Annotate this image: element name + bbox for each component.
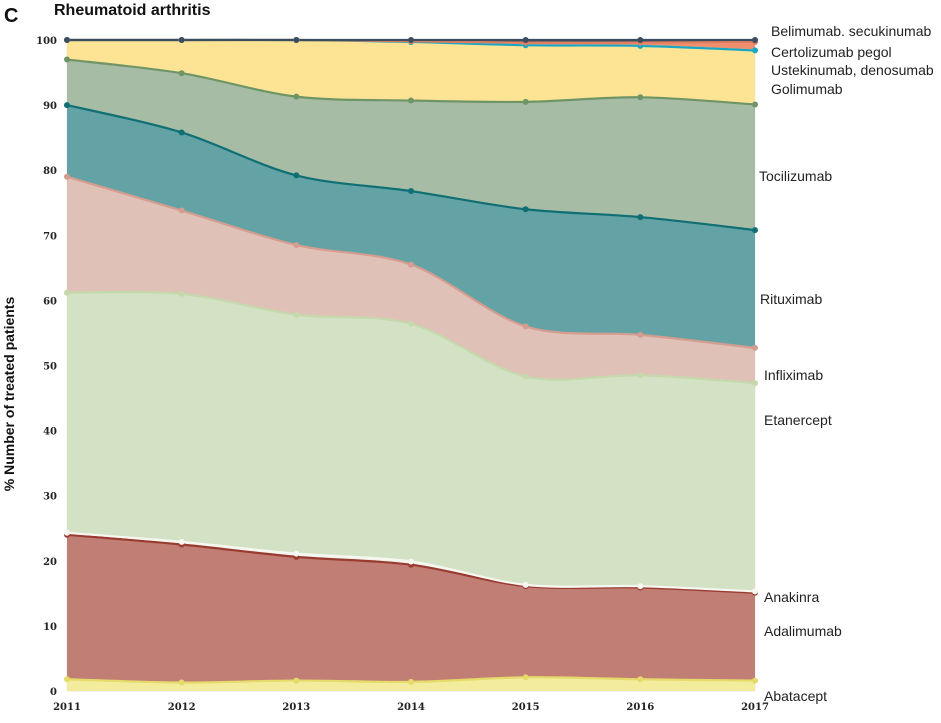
point-belimumab-secukinumab-2015 xyxy=(522,37,529,43)
point-ustekinumab-denosumab-2017 xyxy=(752,47,758,54)
point-tocilizumab-2014 xyxy=(408,97,414,104)
point-rituximab-2012 xyxy=(178,129,185,136)
y-tick-100: 100 xyxy=(36,36,57,47)
point-anakinra-2013 xyxy=(293,550,300,557)
point-tocilizumab-2017 xyxy=(752,101,758,108)
point-tocilizumab-2011 xyxy=(64,56,70,63)
y-tick-0: 0 xyxy=(50,687,57,698)
series-label-etanercept: Etanercept xyxy=(764,412,832,428)
point-anakinra-2017 xyxy=(752,588,758,595)
area-golimumab xyxy=(67,39,755,105)
series-label-tocilizumab: Tocilizumab xyxy=(759,168,832,184)
point-belimumab-secukinumab-2014 xyxy=(408,37,414,43)
y-tick-20: 20 xyxy=(43,557,57,568)
y-tick-30: 30 xyxy=(43,492,57,503)
area-tocilizumab xyxy=(67,59,755,231)
area-etanercept xyxy=(67,291,755,592)
point-tocilizumab-2015 xyxy=(522,98,529,105)
y-tick-labels: 0 10 20 30 40 50 60 70 80 90 100 xyxy=(36,36,57,698)
point-anakinra-2012 xyxy=(178,538,185,545)
point-etanercept-2016 xyxy=(637,372,644,379)
point-belimumab-secukinumab-2013 xyxy=(293,37,300,43)
point-rituximab-2016 xyxy=(637,214,644,221)
point-infliximab-2017 xyxy=(752,344,758,351)
y-tick-90: 90 xyxy=(43,101,57,112)
series-label-infliximab: Infliximab xyxy=(764,367,823,383)
point-infliximab-2016 xyxy=(637,331,644,338)
x-tick-2015: 2015 xyxy=(512,702,540,713)
point-etanercept-2017 xyxy=(752,380,758,387)
point-abatacept-2012 xyxy=(178,679,185,686)
point-anakinra-2011 xyxy=(64,529,70,536)
point-tocilizumab-2012 xyxy=(178,70,185,77)
point-etanercept-2013 xyxy=(293,311,300,318)
point-infliximab-2012 xyxy=(178,207,185,214)
y-tick-40: 40 xyxy=(43,427,57,438)
point-infliximab-2013 xyxy=(293,242,300,249)
area-layers xyxy=(67,39,755,691)
series-label-anakinra: Anakinra xyxy=(764,589,819,605)
point-abatacept-2011 xyxy=(64,676,70,683)
x-tick-2017: 2017 xyxy=(741,702,769,713)
point-tocilizumab-2016 xyxy=(637,94,644,101)
point-tocilizumab-2013 xyxy=(293,93,300,100)
x-tick-2014: 2014 xyxy=(397,702,425,713)
chart-title: Rheumatoid arthritis xyxy=(54,2,211,19)
point-infliximab-2011 xyxy=(64,173,70,180)
area-adalimumab xyxy=(67,534,755,683)
point-abatacept-2016 xyxy=(637,676,644,683)
y-tick-70: 70 xyxy=(43,231,57,242)
point-belimumab-secukinumab-2016 xyxy=(637,37,644,43)
point-belimumab-secukinumab-2012 xyxy=(178,37,185,43)
series-label-golimumab: Golimumab xyxy=(771,81,843,97)
point-rituximab-2013 xyxy=(293,172,300,179)
area-infliximab xyxy=(67,176,755,384)
y-axis-label: % Number of treated patients xyxy=(1,297,17,492)
point-anakinra-2014 xyxy=(408,558,414,565)
area-rituximab xyxy=(67,105,755,348)
point-etanercept-2014 xyxy=(408,320,414,327)
series-label-ustekinumab: Ustekinumab, denosumab xyxy=(771,62,934,78)
y-tick-80: 80 xyxy=(43,166,57,177)
point-rituximab-2011 xyxy=(64,102,70,109)
x-tick-labels: 2011 2012 2013 2014 2015 2016 2017 xyxy=(53,702,769,713)
x-tick-2011: 2011 xyxy=(53,702,81,713)
series-label-belimumab: Belimumab. secukinumab xyxy=(771,23,932,39)
point-anakinra-2015 xyxy=(522,581,529,588)
point-abatacept-2017 xyxy=(752,677,758,684)
point-etanercept-2015 xyxy=(522,373,529,380)
point-infliximab-2015 xyxy=(522,323,529,330)
x-tick-2016: 2016 xyxy=(626,702,654,713)
point-abatacept-2013 xyxy=(293,677,300,684)
series-label-abatacept: Abatacept xyxy=(764,688,827,704)
series-label-adalimumab: Adalimumab xyxy=(764,623,842,639)
point-infliximab-2014 xyxy=(408,261,414,268)
series-label-rituximab: Rituximab xyxy=(760,291,822,307)
x-tick-2013: 2013 xyxy=(282,702,310,713)
panel-label: C xyxy=(4,5,18,27)
point-etanercept-2011 xyxy=(64,289,70,296)
x-tick-2012: 2012 xyxy=(168,702,196,713)
series-points xyxy=(64,37,758,686)
point-abatacept-2014 xyxy=(408,678,414,685)
point-abatacept-2015 xyxy=(522,674,529,681)
y-tick-60: 60 xyxy=(43,296,57,307)
point-etanercept-2012 xyxy=(178,290,185,297)
y-tick-10: 10 xyxy=(43,622,57,633)
point-rituximab-2015 xyxy=(522,206,529,213)
point-belimumab-secukinumab-2017 xyxy=(752,37,758,43)
point-rituximab-2017 xyxy=(752,227,758,234)
point-belimumab-secukinumab-2011 xyxy=(64,37,70,43)
point-rituximab-2014 xyxy=(408,188,414,195)
series-label-certolizumab: Certolizumab pegol xyxy=(771,44,892,60)
point-anakinra-2016 xyxy=(637,583,644,590)
y-tick-50: 50 xyxy=(43,362,57,373)
